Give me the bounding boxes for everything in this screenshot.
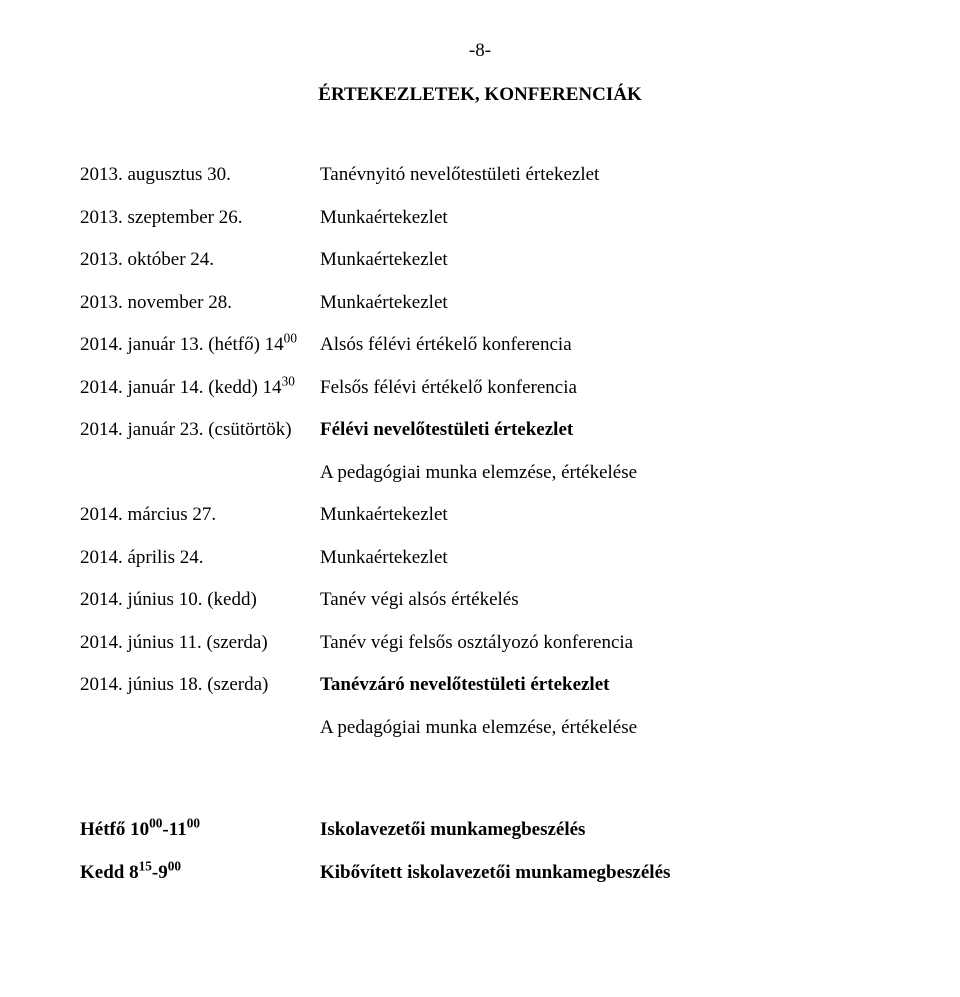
schedule-extra-line: A pedagógiai munka elemzése, értékelése <box>320 714 880 743</box>
bottom-date: Kedd 815-900 <box>80 859 320 888</box>
schedule-description: Felsős félévi értékelő konferencia <box>320 374 880 403</box>
schedule-row: 2014. április 24.Munkaértekezlet <box>80 544 880 573</box>
schedule-date: 2014. január 14. (kedd) 1430 <box>80 374 320 403</box>
schedule-row: 2013. november 28.Munkaértekezlet <box>80 289 880 318</box>
bottom-row: Hétfő 1000-1100Iskolavezetői munkamegbes… <box>80 816 880 845</box>
schedule-date: 2013. október 24. <box>80 246 320 275</box>
schedule-row: 2014. január 14. (kedd) 1430Felsős félév… <box>80 374 880 403</box>
schedule-date: 2014. január 23. (csütörtök) <box>80 416 320 445</box>
bottom-row: Kedd 815-900Kibővített iskolavezetői mun… <box>80 859 880 888</box>
schedule-row: 2013. szeptember 26.Munkaértekezlet <box>80 204 880 233</box>
schedule-date: 2014. június 18. (szerda) <box>80 671 320 700</box>
time-superscript: 15 <box>139 858 152 873</box>
schedule-row: 2013. október 24.Munkaértekezlet <box>80 246 880 275</box>
schedule-row: 2014. június 18. (szerda)Tanévzáró nevel… <box>80 671 880 700</box>
schedule-description: Alsós félévi értékelő konferencia <box>320 331 880 360</box>
schedule-description: Tanévzáró nevelőtestületi értekezlet <box>320 671 880 700</box>
schedule-description: Tanévnyitó nevelőtestületi értekezlet <box>320 161 880 190</box>
time-superscript: 30 <box>282 373 295 388</box>
bottom-description: Iskolavezetői munkamegbeszélés <box>320 816 880 845</box>
schedule-row: 2014. június 10. (kedd)Tanév végi alsós … <box>80 586 880 615</box>
schedule-description: Munkaértekezlet <box>320 501 880 530</box>
schedule-description: Munkaértekezlet <box>320 289 880 318</box>
bottom-list: Hétfő 1000-1100Iskolavezetői munkamegbes… <box>80 816 880 887</box>
document-page: -8- ÉRTEKEZLETEK, KONFERENCIÁK 2013. aug… <box>0 0 960 941</box>
schedule-description: Tanév végi felsős osztályozó konferencia <box>320 629 880 658</box>
schedule-date: 2013. augusztus 30. <box>80 161 320 190</box>
schedule-row: 2014. március 27.Munkaértekezlet <box>80 501 880 530</box>
page-number: -8- <box>80 40 880 62</box>
schedule-extra-line: A pedagógiai munka elemzése, értékelése <box>320 459 880 488</box>
schedule-date: 2014. április 24. <box>80 544 320 573</box>
schedule-row: 2014. június 11. (szerda)Tanév végi fels… <box>80 629 880 658</box>
schedule-description: Félévi nevelőtestületi értekezlet <box>320 416 880 445</box>
schedule-description: Tanév végi alsós értékelés <box>320 586 880 615</box>
schedule-description: Munkaértekezlet <box>320 544 880 573</box>
schedule-row: 2014. január 23. (csütörtök)Félévi nevel… <box>80 416 880 445</box>
bottom-description: Kibővített iskolavezetői munkamegbeszélé… <box>320 859 880 888</box>
main-title: ÉRTEKEZLETEK, KONFERENCIÁK <box>80 84 880 106</box>
schedule-date: 2013. november 28. <box>80 289 320 318</box>
bottom-date: Hétfő 1000-1100 <box>80 816 320 845</box>
schedule-list: 2013. augusztus 30.Tanévnyitó nevelőtest… <box>80 161 880 742</box>
schedule-row: 2013. augusztus 30.Tanévnyitó nevelőtest… <box>80 161 880 190</box>
schedule-description: Munkaértekezlet <box>320 246 880 275</box>
schedule-date: 2014. március 27. <box>80 501 320 530</box>
schedule-date: 2014. június 10. (kedd) <box>80 586 320 615</box>
schedule-date: 2013. szeptember 26. <box>80 204 320 233</box>
time-superscript: 00 <box>149 816 162 831</box>
time-superscript: 00 <box>284 331 297 346</box>
time-superscript: 00 <box>168 858 181 873</box>
schedule-description: Munkaértekezlet <box>320 204 880 233</box>
section-gap <box>80 756 880 816</box>
time-superscript: 00 <box>187 816 200 831</box>
schedule-date: 2014. január 13. (hétfő) 1400 <box>80 331 320 360</box>
schedule-row: 2014. január 13. (hétfő) 1400Alsós félév… <box>80 331 880 360</box>
schedule-date: 2014. június 11. (szerda) <box>80 629 320 658</box>
